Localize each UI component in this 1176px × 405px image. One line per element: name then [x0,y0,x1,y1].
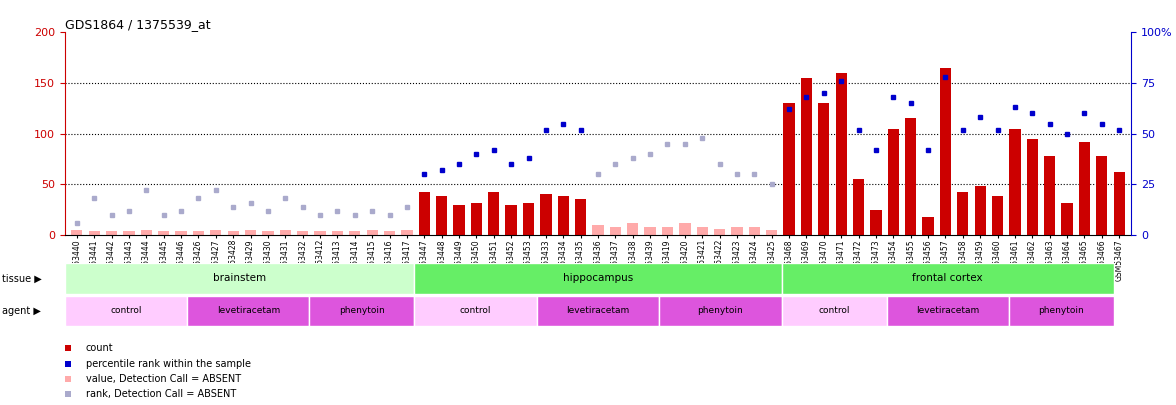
Text: levetiracetam: levetiracetam [916,306,980,315]
Bar [280,230,290,235]
Bar [940,68,951,235]
Bar [593,225,603,235]
Bar [536,296,660,326]
Bar [782,296,887,326]
Bar [696,227,708,235]
Bar [193,231,205,235]
Bar [1062,202,1073,235]
Text: hippocampus: hippocampus [563,273,633,283]
Bar [158,231,169,235]
Bar [1078,142,1090,235]
Bar [470,202,482,235]
Bar [367,230,377,235]
Bar [401,230,413,235]
Bar [1009,296,1114,326]
Bar [454,205,465,235]
Bar [227,231,239,235]
Bar [609,227,621,235]
Bar [523,202,534,235]
Bar [488,192,500,235]
Bar [731,227,742,235]
Text: levetiracetam: levetiracetam [567,306,629,315]
Text: rank, Detection Call = ABSENT: rank, Detection Call = ABSENT [86,390,236,399]
Bar [65,263,414,294]
Bar [922,217,934,235]
Bar [436,196,447,235]
Bar [836,73,847,235]
Bar [65,296,187,326]
Bar [414,296,536,326]
Bar [262,231,274,235]
Text: tissue ▶: tissue ▶ [2,273,42,283]
Bar [349,231,360,235]
Bar [72,230,82,235]
Bar [887,296,1009,326]
Text: phenytoin: phenytoin [339,306,385,315]
Text: phenytoin: phenytoin [697,306,743,315]
Text: count: count [86,343,113,353]
Bar [660,296,782,326]
Bar [818,103,829,235]
Bar [419,192,430,235]
Text: value, Detection Call = ABSENT: value, Detection Call = ABSENT [86,374,241,384]
Bar [309,296,414,326]
Bar [782,263,1114,294]
Text: control: control [460,306,492,315]
Bar [298,231,308,235]
Bar [575,200,587,235]
Bar [314,231,326,235]
Bar [1096,156,1108,235]
Bar [975,186,985,235]
Text: control: control [818,306,850,315]
Bar [88,231,100,235]
Bar [853,179,864,235]
Bar [888,129,898,235]
Bar [991,196,1003,235]
Bar [801,78,813,235]
Bar [627,223,639,235]
Bar [870,210,882,235]
Text: agent ▶: agent ▶ [2,306,41,316]
Text: frontal cortex: frontal cortex [913,273,983,283]
Bar [957,192,969,235]
Bar [506,205,516,235]
Bar [106,231,118,235]
Bar [662,227,673,235]
Bar [175,231,187,235]
Text: levetiracetam: levetiracetam [216,306,280,315]
Bar [141,230,152,235]
Bar [1114,172,1124,235]
Bar [557,196,569,235]
Bar [749,227,760,235]
Text: GDS1864 / 1375539_at: GDS1864 / 1375539_at [65,18,211,31]
Bar [414,263,782,294]
Bar [1027,139,1038,235]
Bar [766,230,777,235]
Text: brainstem: brainstem [213,273,266,283]
Bar [123,231,134,235]
Bar [714,229,726,235]
Bar [783,103,795,235]
Bar [332,231,343,235]
Bar [1044,156,1055,235]
Bar [644,227,656,235]
Text: percentile rank within the sample: percentile rank within the sample [86,359,250,369]
Bar [1009,129,1021,235]
Bar [383,231,395,235]
Bar [211,230,221,235]
Bar [540,194,552,235]
Bar [906,118,916,235]
Bar [680,223,690,235]
Bar [245,230,256,235]
Text: control: control [111,306,141,315]
Text: phenytoin: phenytoin [1038,306,1084,315]
Bar [187,296,309,326]
